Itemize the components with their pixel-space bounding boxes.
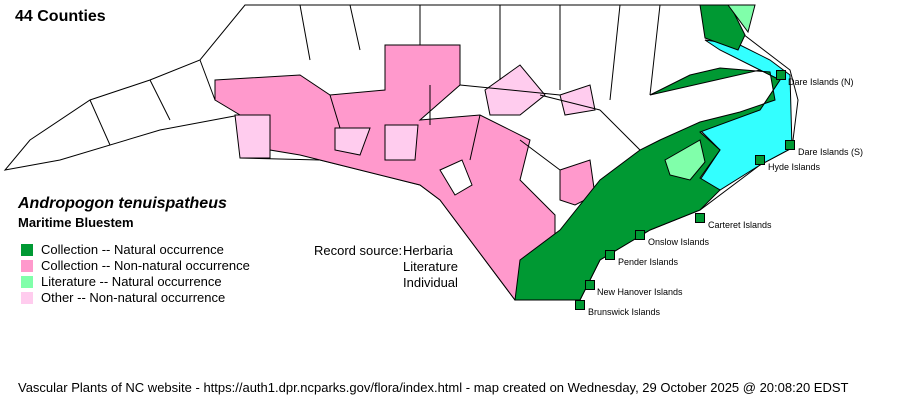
record-source-value: Herbaria [403,243,453,258]
island-marker [776,70,786,80]
other-region [334,127,371,156]
species-scientific-name: Andropogon tenuispatheus [18,195,227,212]
non-natural-collection-region [214,44,556,301]
legend-label: Other -- Non-natural occurrence [41,290,226,305]
legend-swatch [21,291,33,304]
island-label: Brunswick Islands [588,307,661,317]
island-marker [695,213,705,223]
island-label: Dare Islands (S) [798,147,864,157]
island-marker [755,155,765,165]
island-label: New Hanover Islands [597,287,683,297]
legend-swatch [21,275,33,288]
island-marker [575,300,585,310]
species-common-name: Maritime Bluestem [18,215,134,230]
island-label: Pender Islands [618,257,679,267]
record-source-value: Individual [403,275,458,290]
legend-item: Collection -- Natural occurrence [21,242,224,257]
natural-literature-region [664,139,706,181]
natural-collection-region [514,67,781,301]
record-source-value: Literature [403,259,458,274]
island-marker [605,250,615,260]
county-lines [89,4,661,171]
island-label: Onslow Islands [648,237,710,247]
legend-swatch [21,243,33,256]
white-county [439,159,473,196]
footer-credit: Vascular Plants of NC website - https://… [18,380,849,395]
island-label: Hyde Islands [768,162,821,172]
county-count: 44 Counties [15,8,106,25]
legend-label: Collection -- Non-natural occurrence [41,258,250,273]
island-marker [785,140,795,150]
other-region [384,124,419,161]
legend-item: Literature -- Natural occurrence [21,274,222,289]
island-marker [585,280,595,290]
record-source-label: Record source: [314,243,403,258]
natural-literature-region [727,4,756,34]
legend-item: Other -- Non-natural occurrence [21,290,225,305]
legend-label: Literature -- Natural occurrence [41,274,222,289]
legend-swatch [21,259,33,272]
legend-item: Collection -- Non-natural occurrence [21,258,250,273]
island-label: Dare Islands (N) [788,77,854,87]
island-label: Carteret Islands [708,220,772,230]
legend-label: Collection -- Natural occurrence [41,242,224,257]
natural-collection-region [699,4,746,51]
other-region [559,84,596,116]
other-region [234,114,271,159]
island-marker [635,230,645,240]
